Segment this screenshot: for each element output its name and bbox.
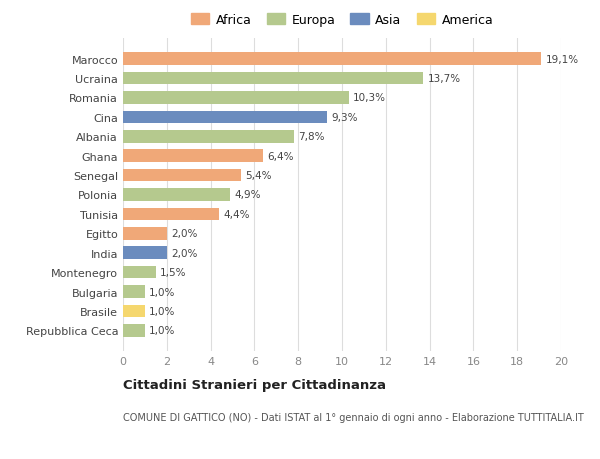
Text: 1,0%: 1,0% [149, 306, 176, 316]
Bar [123, 208, 220, 221]
Bar [123, 111, 326, 124]
Bar [123, 169, 241, 182]
Bar [123, 305, 145, 318]
Text: Cittadini Stranieri per Cittadinanza: Cittadini Stranieri per Cittadinanza [123, 378, 386, 391]
Text: 4,9%: 4,9% [235, 190, 261, 200]
Text: 10,3%: 10,3% [353, 93, 386, 103]
Bar [123, 92, 349, 105]
Text: 2,0%: 2,0% [171, 229, 197, 239]
Text: 9,3%: 9,3% [331, 112, 358, 123]
Bar [123, 247, 167, 259]
Text: 1,5%: 1,5% [160, 268, 187, 278]
Bar [123, 131, 294, 143]
Bar [123, 150, 263, 162]
Text: 2,0%: 2,0% [171, 248, 197, 258]
Text: 13,7%: 13,7% [427, 74, 461, 84]
Text: 1,0%: 1,0% [149, 287, 176, 297]
Bar [123, 189, 230, 202]
Bar [123, 228, 167, 240]
Bar [123, 266, 156, 279]
Bar [123, 325, 145, 337]
Text: 7,8%: 7,8% [298, 132, 325, 142]
Text: 4,4%: 4,4% [224, 209, 250, 219]
Bar [123, 73, 423, 85]
Bar [123, 285, 145, 298]
Bar [123, 53, 541, 66]
Legend: Africa, Europa, Asia, America: Africa, Europa, Asia, America [191, 14, 493, 27]
Text: 5,4%: 5,4% [245, 171, 272, 181]
Text: 19,1%: 19,1% [545, 55, 579, 64]
Text: COMUNE DI GATTICO (NO) - Dati ISTAT al 1° gennaio di ogni anno - Elaborazione TU: COMUNE DI GATTICO (NO) - Dati ISTAT al 1… [123, 412, 584, 422]
Text: 6,4%: 6,4% [268, 151, 294, 161]
Text: 1,0%: 1,0% [149, 326, 176, 336]
